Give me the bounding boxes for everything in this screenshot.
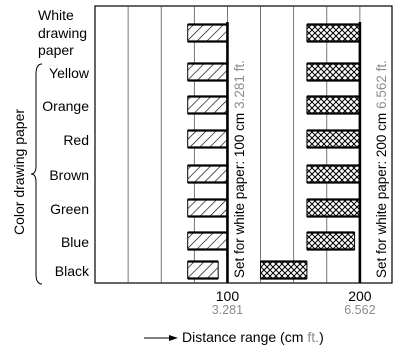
range-bar xyxy=(187,130,228,148)
range-bar xyxy=(187,24,228,42)
range-bar xyxy=(306,24,361,42)
category-label: Yellow xyxy=(49,65,90,81)
x-tick-label: 200 xyxy=(348,288,372,304)
set-annotation-feet: 6.562 ft. xyxy=(374,60,389,109)
range-bar xyxy=(306,199,361,217)
set-annotation-main: Set for white paper: 100 cm xyxy=(232,113,247,278)
range-bar xyxy=(260,261,308,279)
range-bar xyxy=(187,261,219,279)
range-bar xyxy=(187,232,228,250)
category-label: Orange xyxy=(42,98,89,114)
range-bar xyxy=(187,165,228,183)
range-bar xyxy=(306,63,361,81)
category-label-white: paper xyxy=(38,42,74,58)
category-label: Brown xyxy=(49,167,89,183)
x-axis-label: Distance range (cm ft.) xyxy=(182,329,324,345)
group-brace xyxy=(30,63,43,285)
bars xyxy=(187,22,362,283)
category-label: Red xyxy=(63,132,89,148)
category-label-white: drawing xyxy=(38,25,87,41)
set-annotation: Set for white paper: 200 cm 6.562 ft. xyxy=(374,60,389,278)
x-tick-sublabel: 6.562 xyxy=(344,303,375,317)
axis-arrow-head xyxy=(169,335,178,341)
range-bar xyxy=(306,232,356,250)
x-tick-label: 100 xyxy=(216,288,240,304)
x-axis-label-close: ) xyxy=(319,329,324,345)
category-label: Green xyxy=(50,201,89,217)
category-label: Black xyxy=(55,263,90,279)
group-label: Color drawing paper xyxy=(11,109,27,235)
set-annotation: Set for white paper: 100 cm 3.281 ft. xyxy=(232,60,247,278)
range-bar xyxy=(306,96,361,114)
range-bar xyxy=(187,63,228,81)
category-label-white: White xyxy=(38,7,74,23)
range-bar xyxy=(187,96,228,114)
x-axis-label-unit: ft. xyxy=(307,329,319,345)
x-tick-sublabel: 3.281 xyxy=(212,303,243,317)
range-bar xyxy=(306,165,361,183)
range-bar xyxy=(306,130,361,148)
set-annotation-feet: 3.281 ft. xyxy=(232,60,247,109)
x-axis-label-main: Distance range (cm xyxy=(182,329,303,345)
set-annotation-main: Set for white paper: 200 cm xyxy=(374,113,389,278)
plot-frame xyxy=(94,5,393,284)
category-label: Blue xyxy=(61,234,89,250)
range-bar xyxy=(187,199,228,217)
